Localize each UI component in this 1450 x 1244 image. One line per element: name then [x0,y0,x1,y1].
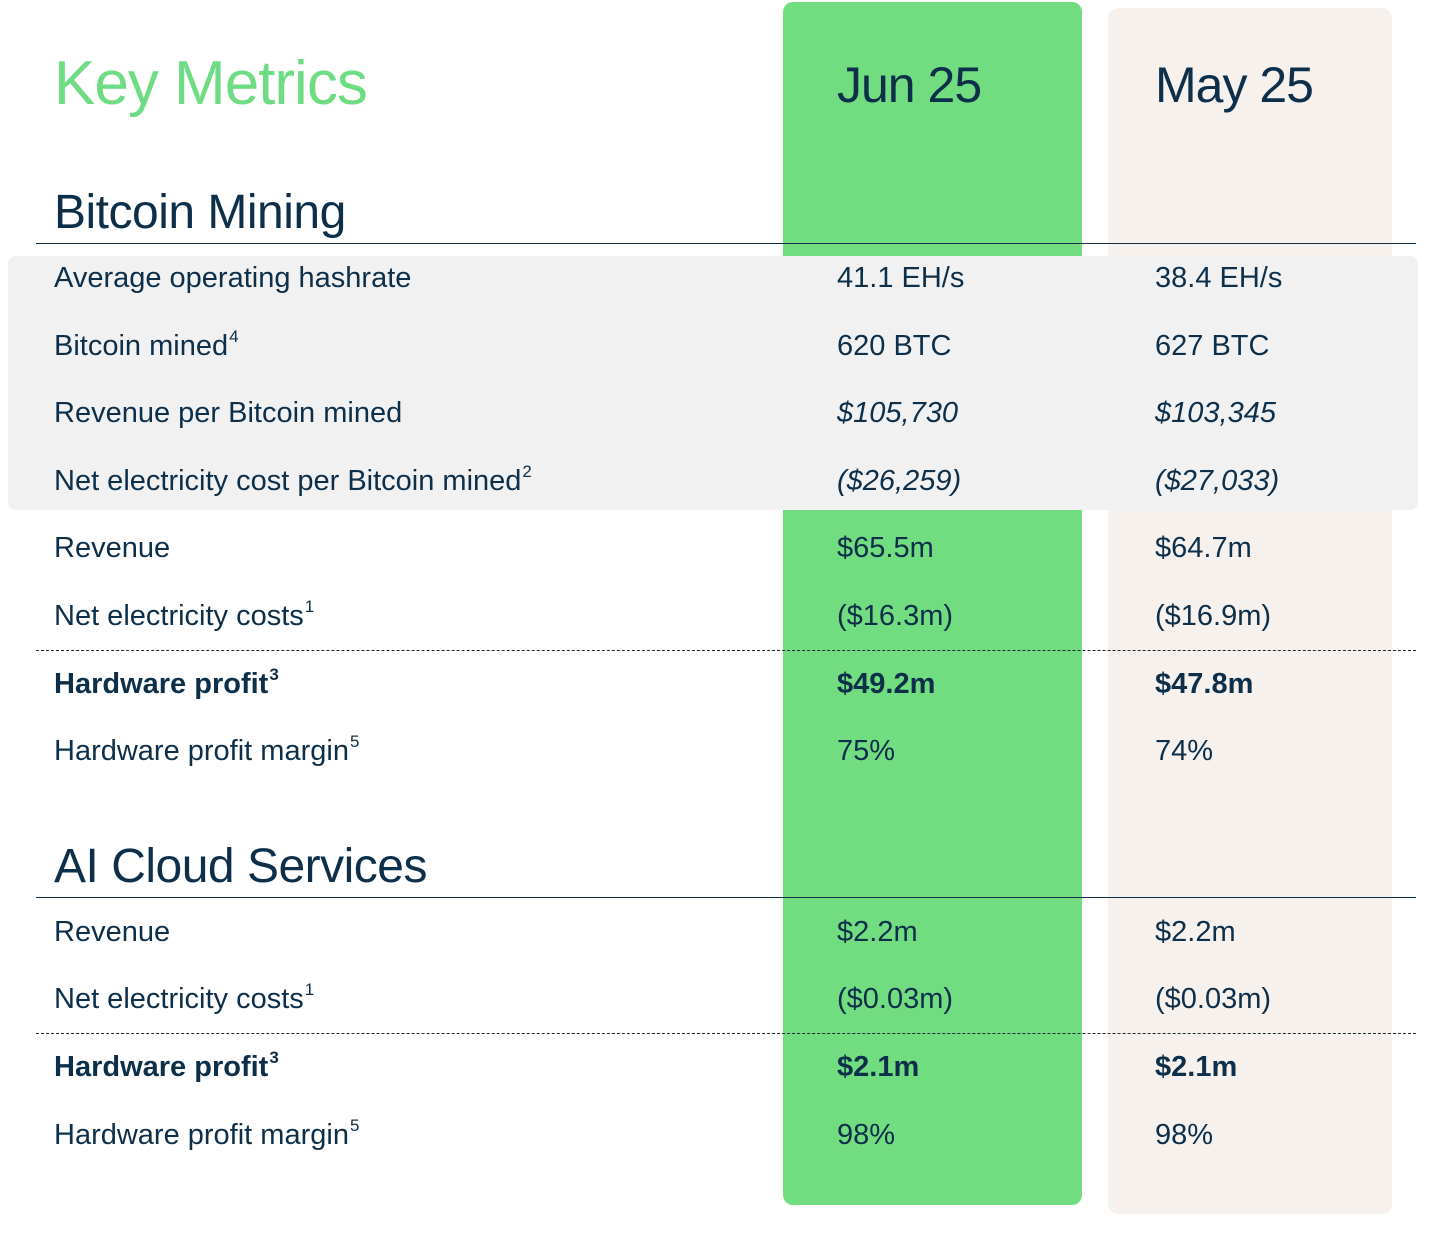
footnote-marker: 3 [269,665,279,685]
value-may: 627 BTC [1155,330,1270,362]
value-may: $103,345 [1155,397,1276,429]
row-label: Revenue [54,532,171,564]
value-jun: $2.2m [837,916,918,948]
value-may: $47.8m [1155,668,1254,700]
value-may: ($16.9m) [1155,600,1272,632]
table-row: Net electricity costs1 ($16.3m) ($16.9m) [0,596,1450,636]
value-jun: 98% [837,1119,896,1151]
row-label: Hardware profit margin5 [54,1116,360,1151]
footnote-marker: 1 [304,597,315,617]
value-jun: $49.2m [837,668,936,700]
value-may: 38.4 EH/s [1155,262,1283,294]
footnote-marker: 3 [269,1048,279,1068]
subtotal-divider [36,650,1416,651]
value-jun: $65.5m [837,532,934,564]
mining-unit-metrics-band [8,256,1418,510]
subtotal-divider [36,1033,1416,1034]
value-may: 98% [1155,1119,1214,1151]
section-title-ai-cloud-services: AI Cloud Services [54,840,428,893]
value-jun: ($26,259) [837,465,962,497]
value-may: $2.1m [1155,1051,1238,1083]
table-row: Bitcoin mined4 620 BTC 627 BTC [0,326,1450,366]
row-label: Bitcoin mined4 [54,327,239,362]
row-label: Revenue per Bitcoin mined [54,397,403,429]
footnote-marker: 5 [349,1116,360,1136]
table-row: Hardware profit3 $49.2m $47.8m [0,664,1450,704]
table-row: Revenue $2.2m $2.2m [0,912,1450,952]
row-label: Average operating hashrate [54,262,412,294]
footnote-marker: 4 [229,327,239,347]
value-jun: 41.1 EH/s [837,262,965,294]
row-label: Net electricity cost per Bitcoin mined2 [54,462,532,497]
section-title-bitcoin-mining: Bitcoin Mining [54,186,346,239]
table-row: Hardware profit margin5 75% 74% [0,731,1450,771]
value-may: 74% [1155,735,1214,767]
row-label: Hardware profit3 [54,1048,279,1083]
footnote-marker: 5 [349,732,360,752]
value-jun: 620 BTC [837,330,952,362]
row-label: Net electricity costs1 [54,597,315,632]
value-jun: ($16.3m) [837,600,954,632]
row-label: Hardware profit margin5 [54,732,360,767]
row-label: Net electricity costs1 [54,980,315,1015]
page-title: Key Metrics [54,49,368,118]
section-divider [36,897,1416,898]
row-label: Revenue [54,916,171,948]
value-jun: ($0.03m) [837,983,954,1015]
value-jun: $105,730 [837,397,958,429]
column-header-jun: Jun 25 [837,57,982,113]
column-header-may: May 25 [1155,57,1314,113]
value-may: ($0.03m) [1155,983,1272,1015]
footnote-marker: 1 [304,980,315,1000]
table-row: Hardware profit3 $2.1m $2.1m [0,1047,1450,1087]
footnote-marker: 2 [522,462,532,482]
value-may: $2.2m [1155,916,1236,948]
value-may: ($27,033) [1155,465,1280,497]
value-jun: 75% [837,735,896,767]
table-row: Average operating hashrate 41.1 EH/s 38.… [0,258,1450,298]
value-may: $64.7m [1155,532,1252,564]
jun-column-highlight [783,2,1082,1205]
section-divider [36,243,1416,244]
row-label: Hardware profit3 [54,665,279,700]
may-column-highlight [1108,8,1392,1214]
table-row: Revenue per Bitcoin mined $105,730 $103,… [0,393,1450,433]
table-row: Revenue $65.5m $64.7m [0,528,1450,568]
value-jun: $2.1m [837,1051,920,1083]
table-row: Net electricity cost per Bitcoin mined2 … [0,461,1450,501]
table-row: Hardware profit margin5 98% 98% [0,1115,1450,1155]
table-row: Net electricity costs1 ($0.03m) ($0.03m) [0,979,1450,1019]
